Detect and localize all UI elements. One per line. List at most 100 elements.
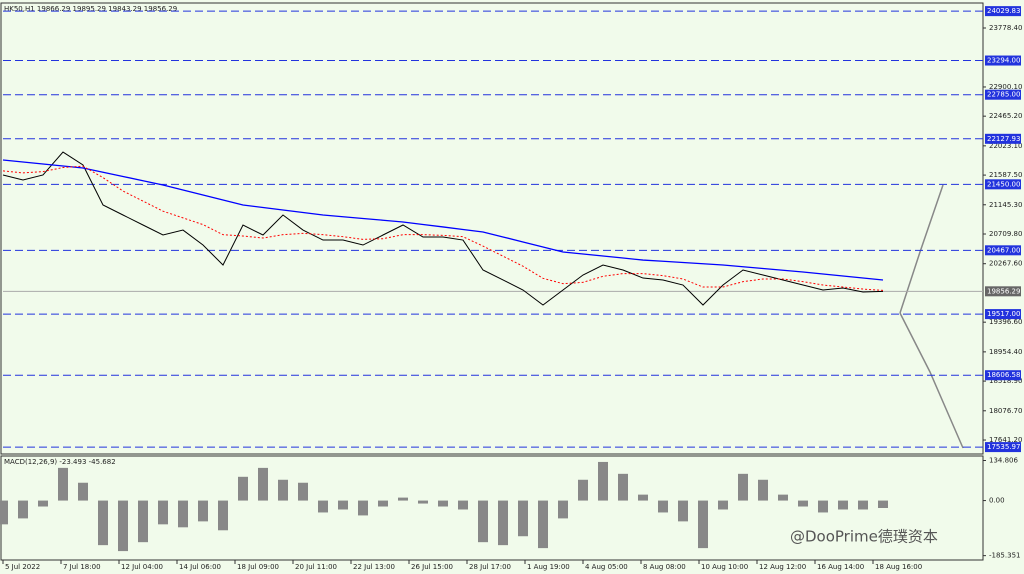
level-box: 21450.00 (985, 179, 1021, 190)
y-tick-label: 18954.40 (989, 348, 1022, 356)
series-line (2, 151, 884, 306)
x-tick-label: 18 Jul 09:00 (237, 563, 279, 571)
projection-up (899, 184, 944, 314)
projection-down (899, 312, 964, 449)
x-tick-label: 20 Jul 11:00 (295, 563, 337, 571)
macd-bar (458, 500, 468, 510)
macd-bar (618, 473, 628, 501)
x-tick-label: 22 Jul 13:00 (353, 563, 395, 571)
macd-bar (738, 473, 748, 501)
series-line (2, 165, 884, 291)
y-tick-label: 23778.40 (989, 24, 1022, 32)
level-box: 22785.00 (985, 89, 1021, 100)
level-box: 22127.93 (985, 133, 1021, 144)
level-label: 22785.00 (987, 91, 1020, 99)
y-tick-label: 17641.20 (989, 436, 1022, 444)
main-pane (0, 2, 984, 455)
level-box: 20467.00 (985, 245, 1021, 256)
macd-bar (78, 482, 88, 501)
x-tick-label: 12 Aug 12:00 (759, 563, 806, 571)
macd-bar (818, 500, 828, 513)
y-tick-label: 20267.60 (989, 260, 1022, 268)
macd-bar (498, 500, 508, 546)
macd-bar (98, 500, 108, 546)
macd-bar (758, 479, 768, 501)
macd-bar (18, 500, 28, 519)
macd-bar (338, 500, 348, 510)
macd-bar (658, 500, 668, 513)
level-box-bg (985, 370, 1021, 381)
level-box-bg (985, 442, 1021, 453)
level-box: 19517.00 (985, 309, 1021, 320)
level-box-bg (985, 245, 1021, 256)
current-price-bg (985, 286, 1021, 297)
macd-bar (198, 500, 208, 522)
macd-bar (878, 500, 888, 508)
x-tick-label: 1 Aug 19:00 (527, 563, 570, 571)
x-tick-label: 16 Aug 14:00 (817, 563, 864, 571)
series-line (2, 159, 884, 281)
macd-bar (58, 467, 68, 501)
y-tick-label: 19396.60 (989, 318, 1022, 326)
macd-bar (318, 500, 328, 513)
y-tick-label: 20709.80 (989, 230, 1022, 238)
x-tick-label: 5 Jul 2022 (5, 563, 40, 571)
macd-bar (478, 500, 488, 543)
level-box: 17535.97 (985, 442, 1021, 453)
macd-bar (858, 500, 868, 510)
current-price-label: 19856.29 (987, 287, 1020, 295)
macd-bar (138, 500, 148, 543)
x-tick-label: 18 Aug 16:00 (875, 563, 922, 571)
x-tick-label: 4 Aug 05:00 (585, 563, 628, 571)
x-tick-label: 14 Jul 06:00 (179, 563, 221, 571)
level-box: 18606.58 (985, 370, 1021, 381)
level-box-bg (985, 179, 1021, 190)
macd-bar (518, 500, 528, 537)
level-label: 20467.00 (987, 246, 1020, 254)
macd-title: MACD(12,26,9) -23.493 -45.682 (4, 458, 116, 466)
x-tick-label: 26 Jul 15:00 (411, 563, 453, 571)
current-price-box: 19856.29 (985, 286, 1021, 297)
macd-bar (218, 500, 228, 531)
macd-bar (718, 500, 728, 510)
macd-y-tick-label: 134.806 (989, 457, 1018, 465)
macd-bar (118, 500, 128, 552)
y-tick-label: 18076.70 (989, 407, 1022, 415)
level-box-bg (985, 55, 1021, 66)
macd-bar (698, 500, 708, 549)
x-tick-label: 8 Aug 08:00 (643, 563, 686, 571)
level-box: 23294.00 (985, 55, 1021, 66)
macd-y-tick-label: -185.351 (989, 552, 1020, 560)
macd-bar (258, 467, 268, 501)
macd-bar (278, 479, 288, 501)
x-tick-label: 7 Jul 18:00 (63, 563, 101, 571)
macd-bar (398, 497, 408, 501)
x-tick-label: 28 Jul 17:00 (469, 563, 511, 571)
macd-bar (358, 500, 368, 516)
level-label: 23294.00 (987, 57, 1020, 65)
macd-bar (578, 479, 588, 501)
macd-bar (158, 500, 168, 525)
macd-bar (638, 494, 648, 501)
level-box-bg (985, 6, 1021, 17)
macd-bar (598, 461, 608, 501)
y-tick-label: 22023.10 (989, 142, 1022, 150)
level-box-bg (985, 89, 1021, 100)
y-tick-label: 21145.30 (989, 201, 1022, 209)
level-label: 18606.58 (987, 371, 1020, 379)
x-tick-label: 12 Jul 04:00 (121, 563, 163, 571)
watermark: @DooPrime德璞资本 (790, 528, 938, 546)
macd-bar (778, 494, 788, 501)
macd-bar (678, 500, 688, 522)
macd-bar (298, 482, 308, 501)
x-tick-label: 10 Aug 10:00 (701, 563, 748, 571)
chart-title: HK50,H1 19866.29 19895.29 19843.29 19856… (4, 5, 177, 13)
macd-bar (418, 500, 428, 504)
macd-bar (38, 500, 48, 507)
macd-bar (558, 500, 568, 519)
level-label: 17535.97 (987, 443, 1020, 451)
macd-bar (438, 500, 448, 507)
level-label: 22127.93 (987, 135, 1020, 143)
